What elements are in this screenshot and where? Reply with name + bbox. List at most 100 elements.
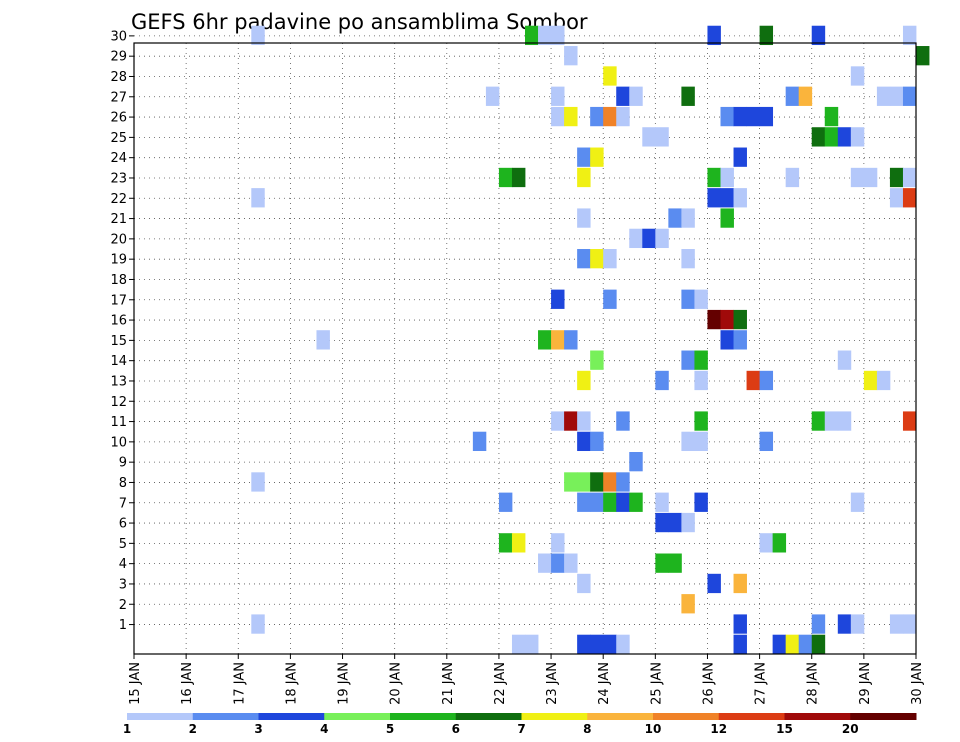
precip-cell [694,350,708,370]
precip-cell [746,106,760,127]
precip-cell [850,66,865,86]
x-axis: 15 JAN 16 JAN 17 JAN 18 JAN 19 JAN 20 JAN 21 J… [128,654,925,705]
precip-cell [577,634,591,654]
y-tick-label: 27 [110,90,127,105]
precip-cell [616,492,630,512]
precip-cell [889,188,904,208]
plot-frame [133,42,917,655]
precip-cell [694,370,708,391]
legend-label: 12 [710,722,727,736]
precip-cell [811,25,826,46]
precip-cell [655,370,669,391]
x-tick-label: 26 JAN [701,662,716,705]
precip-cell [551,86,565,106]
precip-cell [577,249,591,269]
y-tick-label: 4 [119,557,127,572]
precip-cell [720,106,734,127]
y-tick-label: 24 [110,151,127,166]
precip-cell [707,25,721,46]
precip-cell [850,492,865,512]
y-tick-label: 8 [119,476,127,491]
precip-cell [577,492,591,512]
precip-cell [733,330,747,350]
precip-cell [746,370,760,391]
precip-cell [668,208,682,228]
precip-cell [837,411,852,431]
precip-cell [551,533,565,553]
precip-cell [564,472,578,492]
legend-swatch [455,713,522,720]
precip-cell [720,309,734,330]
y-tick-label: 6 [119,517,127,532]
precip-cell [472,431,487,452]
y-tick-label: 21 [110,212,127,227]
x-tick-label: 30 JAN [910,662,925,705]
x-tick-label: 21 JAN [441,662,456,705]
precip-cell [837,350,852,370]
precip-cell [590,431,604,452]
y-tick-label: 29 [110,50,127,65]
y-tick-label: 3 [119,577,127,592]
precip-cell [772,533,787,553]
precip-cell [498,492,513,512]
precip-cell [668,553,682,573]
precip-cell [629,492,643,512]
precip-cell [720,330,734,350]
precip-cell [538,25,552,46]
precip-cell [681,512,695,533]
y-tick-label: 1 [119,618,127,633]
precip-cell [837,614,852,634]
precip-cell [850,127,865,147]
precip-cell [811,634,826,654]
legend-swatch [718,713,785,720]
precip-cell [863,167,878,188]
precip-cell [876,370,891,391]
legend-label: 6 [452,722,460,736]
precip-cell [564,106,578,127]
precip-cell [902,86,917,106]
y-tick-label: 23 [110,171,127,186]
precip-cell [525,634,539,654]
precip-cell [655,127,669,147]
precip-cell [759,25,774,46]
precip-cell [251,614,265,634]
x-tick-label: 24 JAN [597,662,612,705]
precip-cell [824,127,839,147]
precip-cell [251,188,265,208]
precip-cell [511,533,526,553]
precip-cell [538,330,552,350]
precip-cell [590,634,604,654]
precip-cell [707,188,721,208]
x-tick-label: 15 JAN [128,662,143,705]
precip-cell [811,614,826,634]
precip-cell [759,370,774,391]
legend-label: 3 [254,722,262,736]
y-tick-label: 14 [110,354,127,369]
precip-cell [316,330,330,350]
precip-cell [707,573,721,594]
precip-cell [577,370,591,391]
precip-cell [629,452,643,472]
precip-cell [590,147,604,167]
precip-cell [720,188,734,208]
legend-label: 4 [320,722,328,736]
precip-cell [577,167,591,188]
y-tick-label: 30 [110,29,127,44]
precip-cell [498,167,513,188]
precip-cell [850,614,865,634]
chart-title: GEFS 6hr padavine po ansamblima Sombor [131,10,588,34]
precip-cell [733,309,747,330]
precip-cell [733,106,747,127]
precip-cell [655,492,669,512]
precip-cell [681,208,695,228]
precip-cell [616,472,630,492]
precip-cell [785,634,800,654]
legend-label: 10 [645,722,662,736]
precip-cell [681,289,695,309]
precip-cell [564,330,578,350]
precip-cell [616,634,630,654]
precip-cell [759,533,774,553]
precip-cell [603,106,617,127]
x-tick-label: 23 JAN [545,662,560,705]
precip-cell [707,309,721,330]
